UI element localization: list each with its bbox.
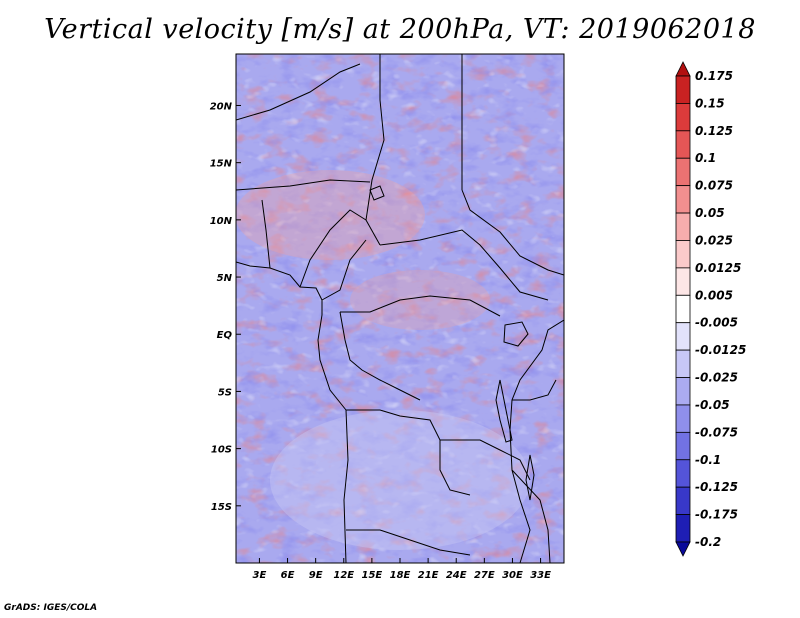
- colorbar-label: -0.05: [695, 398, 730, 412]
- lake-malawi: [525, 454, 535, 501]
- boundary-algeria-niger: [236, 63, 361, 121]
- east-african-coast: [509, 319, 564, 563]
- colorbar-label: 0.0125: [695, 261, 741, 275]
- boundary-zambia: [440, 439, 531, 481]
- boundary-ghana: [261, 199, 271, 269]
- lake-tanganyika: [495, 379, 513, 443]
- colorbar-swatch: [675, 349, 691, 378]
- x-tick-label: 15E: [362, 570, 383, 581]
- field-neutral-noise: [236, 54, 564, 563]
- colorbar-label: -0.025: [695, 371, 738, 385]
- colorbar-swatch: [675, 459, 691, 488]
- colorbar-swatch: [675, 267, 691, 296]
- colorbar-swatch: [675, 212, 691, 241]
- map-area: [236, 54, 564, 563]
- colorbar-swatch: [675, 404, 691, 433]
- colorbar-swatch: [675, 377, 691, 406]
- y-axis: 20N 15N 10N 5N EQ 5S 10S 15S: [210, 101, 241, 513]
- lake-victoria: [503, 321, 529, 347]
- colorbar-label: -0.075: [695, 425, 738, 439]
- descent-region-south: [270, 410, 530, 550]
- boundary-tanzania: [512, 379, 557, 401]
- x-tick-label: 24E: [446, 570, 467, 581]
- colorbar-swatch: [675, 61, 691, 77]
- colorbar-label: -0.2: [695, 535, 721, 549]
- colorbar-label: 0.125: [695, 124, 733, 138]
- boundary-ethiopia: [461, 189, 564, 276]
- x-tick-label: 6E: [281, 570, 295, 581]
- colorbar-swatch: [675, 240, 691, 269]
- boundary-south: [346, 529, 471, 556]
- lake-chad: [369, 185, 385, 201]
- chart-title: Vertical velocity [m/s] at 200hPa, VT: 2…: [44, 14, 756, 45]
- y-tick-label: 20N: [210, 101, 233, 112]
- colorbar-swatch: [675, 103, 691, 132]
- y-tick-label: 10S: [211, 445, 232, 456]
- colorbar-swatch: [675, 130, 691, 159]
- colorbar-label: 0.15: [695, 96, 725, 110]
- boundary-car: [379, 229, 549, 301]
- ascent-region-sahel: [236, 170, 425, 260]
- colorbar-label: 0.025: [695, 233, 733, 247]
- colorbar-swatch: [675, 486, 691, 515]
- boundary-cameroon: [321, 239, 367, 301]
- boundary-sahel: [236, 179, 371, 191]
- x-tick-label: 21E: [418, 570, 439, 581]
- colorbar-swatch: [675, 541, 691, 557]
- x-tick-label: 18E: [390, 570, 411, 581]
- colorbar-label: -0.0125: [695, 343, 746, 357]
- y-tick-label: 15N: [210, 159, 233, 170]
- boundary-mozambique: [511, 469, 531, 563]
- boundary-angola: [346, 409, 471, 496]
- x-tick-label: 12E: [333, 570, 354, 581]
- colorbar-label: 0.075: [695, 179, 733, 193]
- colorbar-label: 0.05: [695, 206, 725, 220]
- colorbar-swatch: [675, 322, 691, 351]
- colorbar-label: -0.1: [695, 453, 721, 467]
- colorbar-label: -0.175: [695, 508, 738, 522]
- x-tick-label: 33E: [530, 570, 551, 581]
- colorbar-label: 0.005: [695, 288, 733, 302]
- west-african-coast: [236, 261, 349, 563]
- y-tick-label: 15S: [211, 502, 232, 513]
- colorbar-swatch: [675, 157, 691, 187]
- colorbar-swatch: [675, 185, 691, 214]
- coastline-boundaries: [236, 54, 564, 563]
- colorbar-swatch: [675, 294, 691, 324]
- colorbar-label: 0.175: [695, 69, 733, 83]
- colorbar-swatch: [675, 75, 691, 104]
- x-tick-label: 30E: [502, 570, 523, 581]
- x-tick-label: 27E: [474, 570, 495, 581]
- boundary-chad: [365, 54, 385, 246]
- y-tick-label: 5N: [217, 273, 233, 284]
- colorbar: 0.175 0.15 0.125 0.1 0.075 0.05 0.025 0.0125 0.0…: [675, 61, 746, 557]
- y-tick-label: 5S: [218, 387, 232, 398]
- colorbar-swatch: [675, 431, 691, 461]
- x-tick-label: 3E: [253, 570, 267, 581]
- ascent-region-central: [350, 270, 490, 330]
- x-tick-label: 9E: [309, 570, 323, 581]
- colorbar-label: -0.005: [695, 316, 738, 330]
- footer-credit: GrADS: IGES/COLA: [4, 603, 98, 613]
- x-axis: 3E 6E 9E 12E 15E 18E 21E 24E 27E 30E 33E: [253, 558, 551, 581]
- colorbar-label: 0.1: [695, 151, 716, 165]
- boundary-nigeria: [299, 209, 367, 288]
- colorbar-label: -0.125: [695, 480, 738, 494]
- boundary-drc-north: [340, 295, 501, 317]
- boundary-drc-west: [339, 311, 421, 401]
- colorbar-swatch: [675, 514, 691, 543]
- y-tick-label: 10N: [210, 216, 233, 227]
- y-tick-label: EQ: [217, 330, 233, 341]
